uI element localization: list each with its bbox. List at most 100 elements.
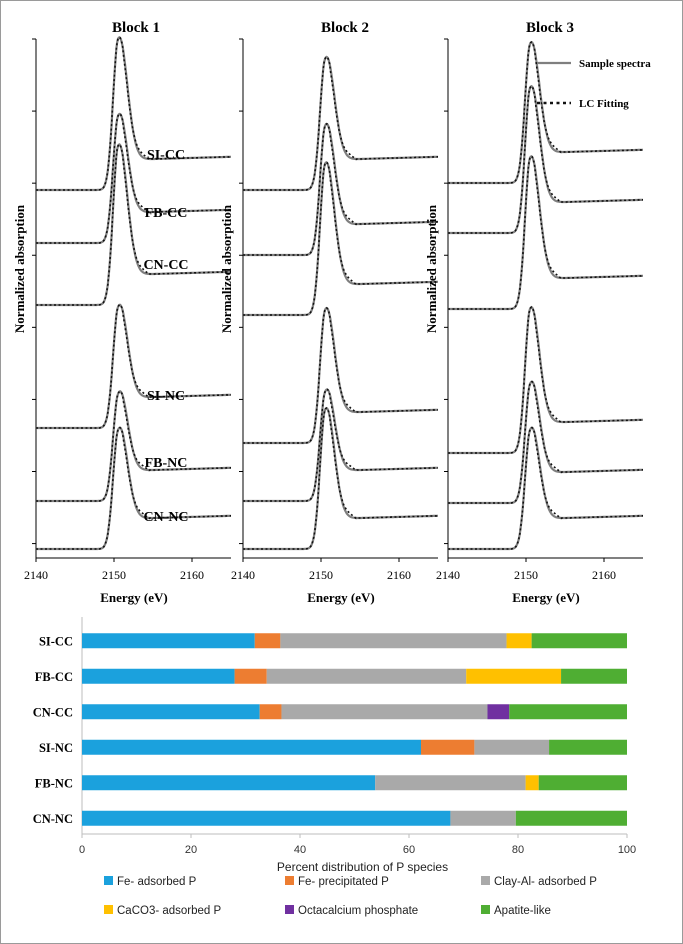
bar-segment-apatite-like [531,633,627,649]
bar-legend: Fe- adsorbed P Fe- precipitated P Clay-Al-… [104,876,597,917]
bar-category-label: FB-CC [35,670,73,684]
x-axis-label: Energy (eV) [512,590,580,605]
bar-segment-fe-adsorbed-p [82,775,376,791]
sample-spectrum-cn-nc [243,406,438,551]
bar-segment-fe-adsorbed-p [82,810,451,826]
sample-spectrum-si-nc [36,303,231,430]
bar-x-axis-label: Percent distribution of P species [277,860,448,874]
x-tick-label: 2150 [514,568,538,582]
panel-title: Block 3 [526,20,574,36]
bar-segment-caco3-adsorbed-p [525,775,539,791]
bar-segment-clay-al-adsorbed-p [281,704,488,720]
bar-segment-fe-adsorbed-p [82,633,255,649]
bar-x-tick-label: 20 [185,844,197,856]
bar-segment-fe-adsorbed-p [82,704,260,720]
sample-spectrum-si-cc [36,35,231,192]
lc-fit-fb-nc [36,390,231,502]
legend-label: Fe- precipitated P [298,876,389,888]
legend-label: Clay-Al- adsorbed P [494,876,597,888]
lc-fit-si-nc [243,307,438,444]
lc-fit-cn-nc [448,426,643,550]
bar-segment-clay-al-adsorbed-p [266,668,467,684]
y-axis-label: Normalized absorption [424,204,439,333]
bar-x-tick-label: 40 [294,844,306,856]
x-tick-label: 2140 [24,568,48,582]
lc-fit-fb-cc [448,85,643,234]
x-axis-label: Energy (eV) [307,590,375,605]
lc-fit-cn-cc [36,143,231,306]
bar-segment-apatite-like [538,775,627,791]
x-tick-label: 2160 [180,568,204,582]
bar-segment-caco3-adsorbed-p [466,668,562,684]
sample-label-si-cc: SI-CC [147,148,185,163]
bar-segment-fe-precipitated-p [420,739,475,755]
sample-spectrum-si-nc [448,305,643,455]
bar-segment-fe-adsorbed-p [82,668,235,684]
bar-segment-apatite-like [509,704,627,720]
sample-spectrum-fb-nc [243,388,438,503]
sample-spectrum-cn-cc [36,143,231,307]
legend-label: Apatite-like [494,905,551,917]
lc-fit-fb-nc [448,380,643,504]
y-axis-label: Normalized absorption [12,204,27,333]
lc-fit-si-nc [448,306,643,454]
bar-segment-clay-al-adsorbed-p [280,633,507,649]
spectra-panel-2: Block 2 2140 2150 2160 Energy (eV) Normalized… [219,20,438,605]
lc-fit-cn-nc [36,426,231,550]
sample-label-si-nc: SI-NC [147,389,185,404]
bar-segment-apatite-like [561,668,627,684]
x-axis-label: Energy (eV) [100,590,168,605]
lc-fit-fb-nc [243,388,438,502]
sample-label-cn-nc: CN-NC [143,510,188,525]
legend-swatch [481,876,490,885]
legend-swatch [481,905,490,914]
legend-label: Octacalcium phosphate [298,905,418,917]
lc-fit-si-cc [36,36,231,191]
x-tick-label: 2150 [309,568,333,582]
bar-segment-octacalcium-phosphate [487,704,510,720]
bar-segment-apatite-like [549,739,627,755]
lc-fit-si-nc [36,304,231,429]
legend-fit-label: LC Fitting [579,98,629,110]
panel-title: Block 1 [112,20,160,36]
bar-segment-fe-precipitated-p [254,633,281,649]
legend-swatch [104,876,113,885]
lc-fit-cn-nc [243,407,438,550]
panel-title: Block 2 [321,20,369,36]
spectra-legend: Sample spectra LC Fitting [537,58,651,110]
bar-category-label: SI-CC [39,634,73,648]
lc-fit-si-cc [243,55,438,191]
bar-category-label: CN-CC [33,705,73,719]
sample-spectrum-si-nc [243,306,438,445]
bar-segment-apatite-like [515,810,627,826]
legend-sample-label: Sample spectra [579,58,651,70]
sample-label-cn-cc: CN-CC [143,258,188,273]
stacked-bar-chart: SI-CC FB-CC CN-CC SI-NC FB-NC CN-NC 0 20 40 60 80 1… [33,617,636,917]
bar-segment-clay-al-adsorbed-p [474,739,550,755]
bar-segment-clay-al-adsorbed-p [375,775,526,791]
legend-swatch [104,905,113,914]
bar-segment-fe-precipitated-p [259,704,282,720]
bar-segment-clay-al-adsorbed-p [450,810,516,826]
spectra-panel-1: Block 1 2140 2150 2160 Energy (eV) Normalized… [12,20,231,605]
sample-spectrum-cn-cc [243,160,438,317]
legend-label: CaCO3- adsorbed P [117,905,222,917]
lc-fit-cn-cc [448,155,643,310]
bar-category-label: SI-NC [39,741,73,755]
spectra-panel-3: Block 3 2140 2150 2160 Energy (eV) Normalized… [424,20,651,605]
bar-segment-fe-precipitated-p [234,668,267,684]
y-axis-label: Normalized absorption [219,204,234,333]
legend-swatch [285,876,294,885]
sample-label-fb-cc: FB-CC [145,206,188,221]
x-tick-label: 2150 [102,568,126,582]
sample-spectrum-cn-nc [36,426,231,551]
x-tick-label: 2140 [436,568,460,582]
bar-x-tick-label: 0 [79,844,85,856]
bar-category-label: CN-NC [33,812,73,826]
bar-category-label: FB-NC [35,776,73,790]
lc-fit-fb-cc [243,123,438,256]
xanes-spectra-panels: Block 1 2140 2150 2160 Energy (eV) Normalized… [12,20,651,605]
bar-x-tick-label: 100 [618,844,636,856]
